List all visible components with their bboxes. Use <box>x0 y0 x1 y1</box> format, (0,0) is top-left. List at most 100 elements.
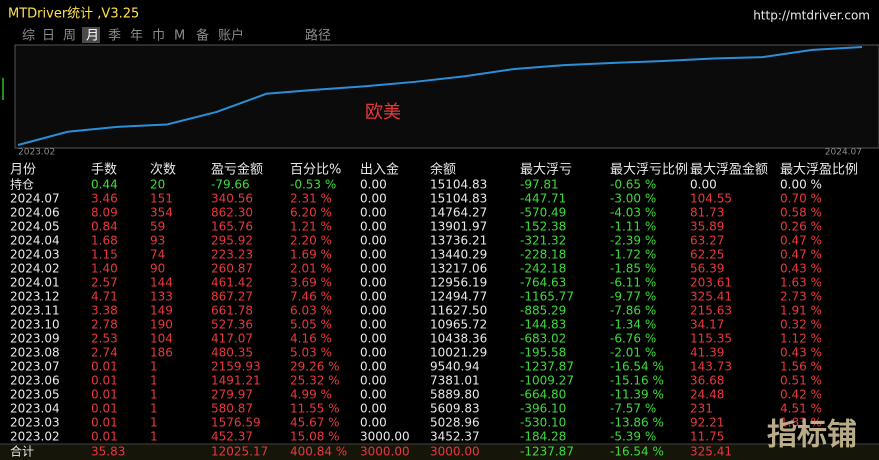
cell: -13.86 % <box>610 416 664 430</box>
cell: -1165.77 <box>520 290 574 304</box>
cell: 3452.37 <box>430 430 480 444</box>
cell: -184.28 <box>520 430 566 444</box>
cell: 1 <box>150 430 158 444</box>
cell: 2024.07 <box>10 192 60 206</box>
tab[interactable]: 日 <box>42 29 55 44</box>
cell: 1.40 <box>91 262 118 276</box>
tab[interactable]: 账户 <box>218 28 244 44</box>
tab[interactable]: 季 <box>108 29 121 44</box>
cell: 12494.77 <box>430 290 487 304</box>
cell: 0.00 <box>360 234 387 248</box>
cell: 104.55 <box>690 192 732 206</box>
cell: 2.57 <box>91 276 118 290</box>
cell: 2.01 % <box>290 262 332 276</box>
tab[interactable]: 月 <box>86 29 99 44</box>
cell: 0.00 <box>360 360 387 374</box>
cell: 34.17 <box>690 318 724 332</box>
cell: 15104.83 <box>430 178 487 192</box>
cell: -15.16 % <box>610 374 664 388</box>
cell: 2.78 <box>91 318 118 332</box>
cell: 2024.06 <box>10 206 60 220</box>
column-header: 月份 <box>10 163 36 178</box>
cell: 417.07 <box>211 332 253 346</box>
cell: 20 <box>150 178 165 192</box>
cell: 325.41 <box>690 290 732 304</box>
tab[interactable]: M <box>174 29 185 44</box>
cell: 10438.36 <box>430 332 487 346</box>
cell: 92.21 <box>690 416 724 430</box>
cell: 1 <box>150 416 158 430</box>
cell: -144.83 <box>520 318 566 332</box>
tab-highlight <box>82 27 100 43</box>
cell: 12956.19 <box>430 276 487 290</box>
column-header: 余额 <box>430 162 456 178</box>
url[interactable]: http://mtdriver.com <box>753 9 870 23</box>
cell: 13736.21 <box>430 234 487 248</box>
tab[interactable]: 巾 <box>152 29 165 44</box>
column-header: 次数 <box>150 162 176 178</box>
symbol: 欧美 <box>365 102 401 123</box>
cell: -664.80 <box>520 388 566 402</box>
cell: 2024.01 <box>10 276 60 290</box>
cell: 2.20 % <box>290 234 332 248</box>
cell: 867.27 <box>211 290 253 304</box>
cell: 661.78 <box>211 304 253 318</box>
total-cell: 35.83 <box>91 445 125 459</box>
cell: 2023.08 <box>10 346 60 360</box>
tab[interactable]: 年 <box>130 29 143 44</box>
cell: 5.05 % <box>290 318 332 332</box>
cell: -152.38 <box>520 220 566 234</box>
cell: -683.02 <box>520 332 566 346</box>
cell: 0.00 <box>690 178 717 192</box>
cell: 10021.29 <box>430 346 487 360</box>
cell: 74 <box>150 248 165 262</box>
column-header: 最大浮亏比例 <box>610 163 688 178</box>
cell: 15.08 % <box>290 430 340 444</box>
cell: 190 <box>150 318 173 332</box>
tab[interactable]: 备 <box>196 28 209 44</box>
cell: 0.01 <box>91 360 118 374</box>
tab[interactable]: 路径 <box>305 28 331 44</box>
cell: 6.20 % <box>290 206 332 220</box>
cell: -242.18 <box>520 262 566 276</box>
cell: 0.00 <box>360 220 387 234</box>
cell: 527.36 <box>211 318 253 332</box>
cell: 15104.83 <box>430 192 487 206</box>
cell: 11.55 % <box>290 402 340 416</box>
cell: 480.35 <box>211 346 253 360</box>
cell: 0.47 % <box>780 234 822 248</box>
total-cell: 325.41 <box>690 445 732 459</box>
cell: 0.70 % <box>780 192 822 206</box>
cell: 2023.07 <box>10 360 60 374</box>
cell: 9540.94 <box>430 360 480 374</box>
tab[interactable]: 综 <box>22 29 35 44</box>
cell: 580.87 <box>211 402 253 416</box>
cell: 3.46 <box>91 192 118 206</box>
cell: 3000.00 <box>360 430 410 444</box>
cell: -6.76 % <box>610 332 656 346</box>
cell: 2.74 <box>91 346 118 360</box>
cell: -195.58 <box>520 346 566 360</box>
cell: 2023.05 <box>10 388 60 402</box>
cell: 2023.09 <box>10 332 60 346</box>
cell: 2023.02 <box>10 430 60 444</box>
cell: 0.00 <box>360 416 387 430</box>
tab[interactable]: 周 <box>63 29 76 44</box>
cell: 90 <box>150 262 165 276</box>
cell: 0.58 % <box>780 206 822 220</box>
column-header: 手数 <box>91 163 117 178</box>
cell: -885.29 <box>520 304 566 318</box>
cell: -1009.27 <box>520 374 574 388</box>
cell: 0.01 <box>91 388 118 402</box>
cell: 231 <box>690 402 713 416</box>
cell: -764.63 <box>520 276 566 290</box>
cell: 0.51 % <box>780 374 822 388</box>
cell: 93 <box>150 234 165 248</box>
cell: 354 <box>150 206 173 220</box>
cell: -4.03 % <box>610 206 656 220</box>
start-date: 2023.02 <box>18 148 55 158</box>
cell: 2023.03 <box>10 416 60 430</box>
watermark: 指标铺 <box>767 418 857 453</box>
cell: 0.00 <box>360 206 387 220</box>
cell: -447.71 <box>520 192 566 206</box>
